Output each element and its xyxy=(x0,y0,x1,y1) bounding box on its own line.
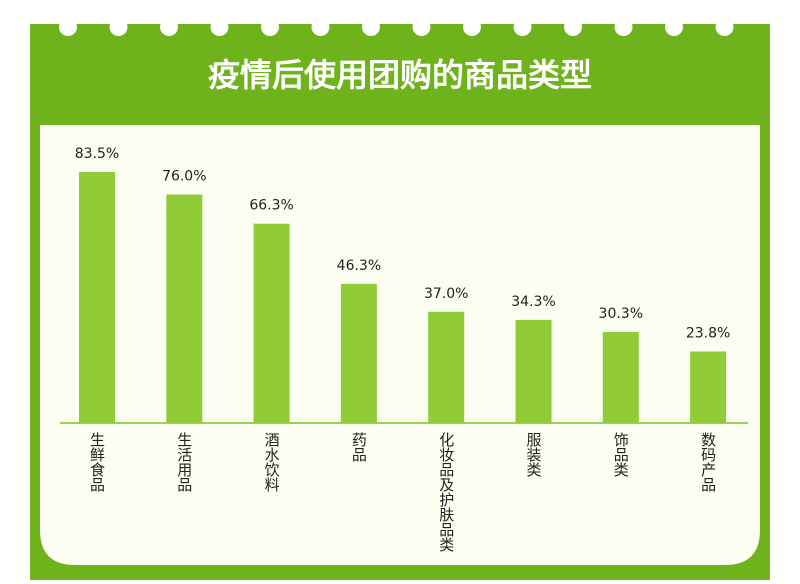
value-label: 30.3% xyxy=(599,306,643,322)
scallop xyxy=(513,18,532,36)
bar xyxy=(428,311,465,423)
scallop xyxy=(412,18,431,36)
scallop xyxy=(463,18,481,36)
scallop xyxy=(362,18,380,36)
x-tick-label: 数码产品 xyxy=(699,432,717,492)
value-label: 37.0% xyxy=(424,286,468,302)
x-tick-label: 生鲜食品 xyxy=(88,432,106,492)
scallop xyxy=(59,18,77,36)
bar xyxy=(690,351,727,423)
x-tick-label: 化妆品及护肤品类 xyxy=(437,432,455,552)
value-label: 76.0% xyxy=(162,169,206,185)
value-label: 46.3% xyxy=(337,258,381,274)
scallop xyxy=(715,18,734,36)
scallop xyxy=(210,18,229,36)
bar xyxy=(79,171,115,423)
value-label: 23.8% xyxy=(686,325,730,341)
value-label: 66.3% xyxy=(249,198,293,214)
value-label: 34.3% xyxy=(511,294,555,310)
scallop xyxy=(665,18,683,36)
x-tick-label: 生活用品 xyxy=(175,432,193,492)
bar xyxy=(340,283,377,423)
bar xyxy=(253,223,290,423)
x-tick-label: 服装类 xyxy=(525,432,543,477)
scallops xyxy=(59,18,734,36)
scallop xyxy=(109,18,128,36)
bar xyxy=(602,331,639,423)
scallop xyxy=(160,18,178,36)
x-tick-label: 饰品类 xyxy=(612,432,630,477)
x-tick-label: 药品 xyxy=(350,432,368,462)
scallop xyxy=(564,18,582,36)
scallop xyxy=(261,18,279,36)
chart-title: 疫情后使用团购的商品类型 xyxy=(208,56,592,94)
bar xyxy=(166,194,203,423)
value-label: 83.5% xyxy=(75,146,119,162)
scallop xyxy=(614,18,633,36)
scallop xyxy=(311,18,330,36)
x-tick-label: 酒水饮料 xyxy=(263,432,281,492)
bar xyxy=(515,319,552,423)
panel xyxy=(40,125,760,565)
